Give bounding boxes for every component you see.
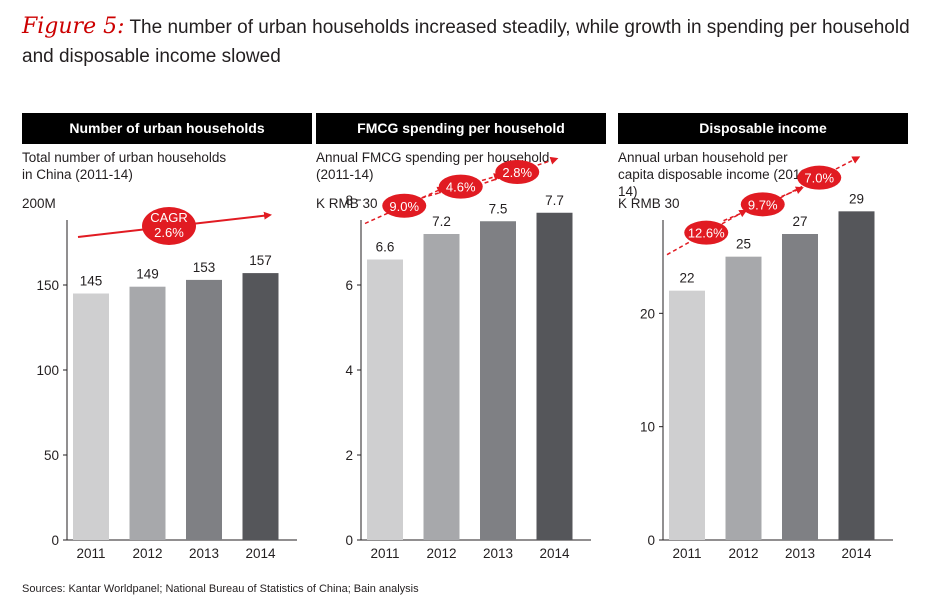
y-tick-label: 4 xyxy=(345,363,353,378)
figure-title-block: Figure 5: The number of urban households… xyxy=(22,12,927,71)
panel-subtitle: Total number of urban households in Chin… xyxy=(22,150,227,182)
chart-urban-households: 0 50 100 150 145 2011 149 2012 153 2013 157 2014 CAG… xyxy=(36,207,297,561)
x-tick-label: 2011 xyxy=(672,546,701,561)
data-label: 145 xyxy=(80,274,103,289)
growth-oval xyxy=(797,165,842,190)
bar-2013 xyxy=(480,221,516,540)
bar-2012 xyxy=(725,256,762,540)
y-tick-label: 0 xyxy=(345,533,353,548)
data-label: 153 xyxy=(193,260,216,275)
x-tick-label: 2012 xyxy=(728,546,758,561)
y-axis-unit-label: K RMB 30 xyxy=(316,196,378,211)
x-tick-label: 2014 xyxy=(841,546,872,561)
data-label: 29 xyxy=(849,191,864,206)
y-tick-label: 150 xyxy=(36,278,59,293)
y-axis-unit-label: K RMB 30 xyxy=(618,196,680,211)
y-tick-label: 0 xyxy=(647,533,655,548)
panel-fmcg-spending: FMCG spending per household Annual FMCG … xyxy=(316,113,606,583)
growth-oval xyxy=(740,192,785,217)
bar-2014 xyxy=(536,212,573,540)
chart-disposable-income: 0 10 20 22 2011 25 2012 27 2013 29 2014 12.6% 9.7% 7.… xyxy=(640,156,893,561)
data-label: 7.2 xyxy=(432,214,451,229)
x-tick-label: 2013 xyxy=(189,546,219,561)
growth-oval xyxy=(684,220,729,245)
figure-title: The number of urban households increased… xyxy=(22,17,910,67)
y-tick-label: 8 xyxy=(345,193,353,208)
growth-label: 7.0% xyxy=(804,171,834,186)
data-label: 22 xyxy=(679,271,694,286)
cagr-caption: CAGR xyxy=(150,210,188,225)
growth-label: 9.7% xyxy=(748,197,778,212)
bar-2011 xyxy=(669,290,705,540)
bar-2014 xyxy=(838,211,875,540)
y-tick-label: 2 xyxy=(345,448,353,463)
bar-2011 xyxy=(73,293,109,540)
panel-header: Number of urban households xyxy=(22,113,312,144)
panel-urban-households: Number of urban households Total number … xyxy=(22,113,312,583)
x-tick-label: 2012 xyxy=(132,546,162,561)
panel-header: Disposable income xyxy=(618,113,908,144)
data-label: 6.6 xyxy=(376,240,395,255)
bar-2013 xyxy=(186,279,222,540)
bar-2012 xyxy=(423,234,460,540)
panel-subtitle: Annual FMCG spending per household (2011… xyxy=(316,150,550,182)
x-tick-label: 2013 xyxy=(483,546,513,561)
x-tick-label: 2014 xyxy=(539,546,570,561)
y-axis-unit-label: 200M xyxy=(22,196,56,211)
x-tick-label: 2012 xyxy=(426,546,456,561)
bar-2013 xyxy=(782,234,818,540)
x-tick-label: 2013 xyxy=(785,546,815,561)
cagr-value: 2.6% xyxy=(154,225,184,240)
x-tick-label: 2014 xyxy=(245,546,276,561)
panel-header: FMCG spending per household xyxy=(316,113,606,144)
growth-oval xyxy=(382,193,427,218)
y-tick-label: 100 xyxy=(36,363,59,378)
panel-disposable-income: Disposable income Annual urban household… xyxy=(618,113,908,583)
bar-2012 xyxy=(129,286,166,540)
y-tick-label: 6 xyxy=(345,278,353,293)
data-label: 7.5 xyxy=(489,201,508,216)
bar-2014 xyxy=(242,273,279,540)
growth-label: 2.8% xyxy=(502,165,532,180)
chart-fmcg-spending: 0 2 4 6 8 6.6 2011 7.2 2012 7.5 2013 7.7 2014 9.0% 4.6… xyxy=(345,156,591,561)
y-tick-label: 0 xyxy=(51,533,59,548)
cagr-oval xyxy=(142,207,196,245)
data-label: 157 xyxy=(249,253,272,268)
figure-label: Figure 5: xyxy=(22,14,125,39)
growth-oval xyxy=(438,174,483,199)
data-label: 149 xyxy=(136,267,159,282)
panel-subtitle: Annual urban household per capita dispos… xyxy=(618,150,812,199)
growth-label: 9.0% xyxy=(389,199,419,214)
x-tick-label: 2011 xyxy=(370,546,399,561)
growth-oval xyxy=(495,160,540,184)
growth-label: 4.6% xyxy=(446,180,476,195)
growth-label: 12.6% xyxy=(688,226,725,241)
source-note: Sources: Kantar Worldpanel; National Bur… xyxy=(22,583,419,595)
x-tick-label: 2011 xyxy=(76,546,105,561)
data-label: 27 xyxy=(792,214,807,229)
y-tick-label: 10 xyxy=(640,420,655,435)
bar-2011 xyxy=(367,259,403,540)
data-label: 25 xyxy=(736,237,751,252)
y-tick-label: 20 xyxy=(640,306,655,321)
y-tick-label: 50 xyxy=(44,448,59,463)
data-label: 7.7 xyxy=(545,193,564,208)
